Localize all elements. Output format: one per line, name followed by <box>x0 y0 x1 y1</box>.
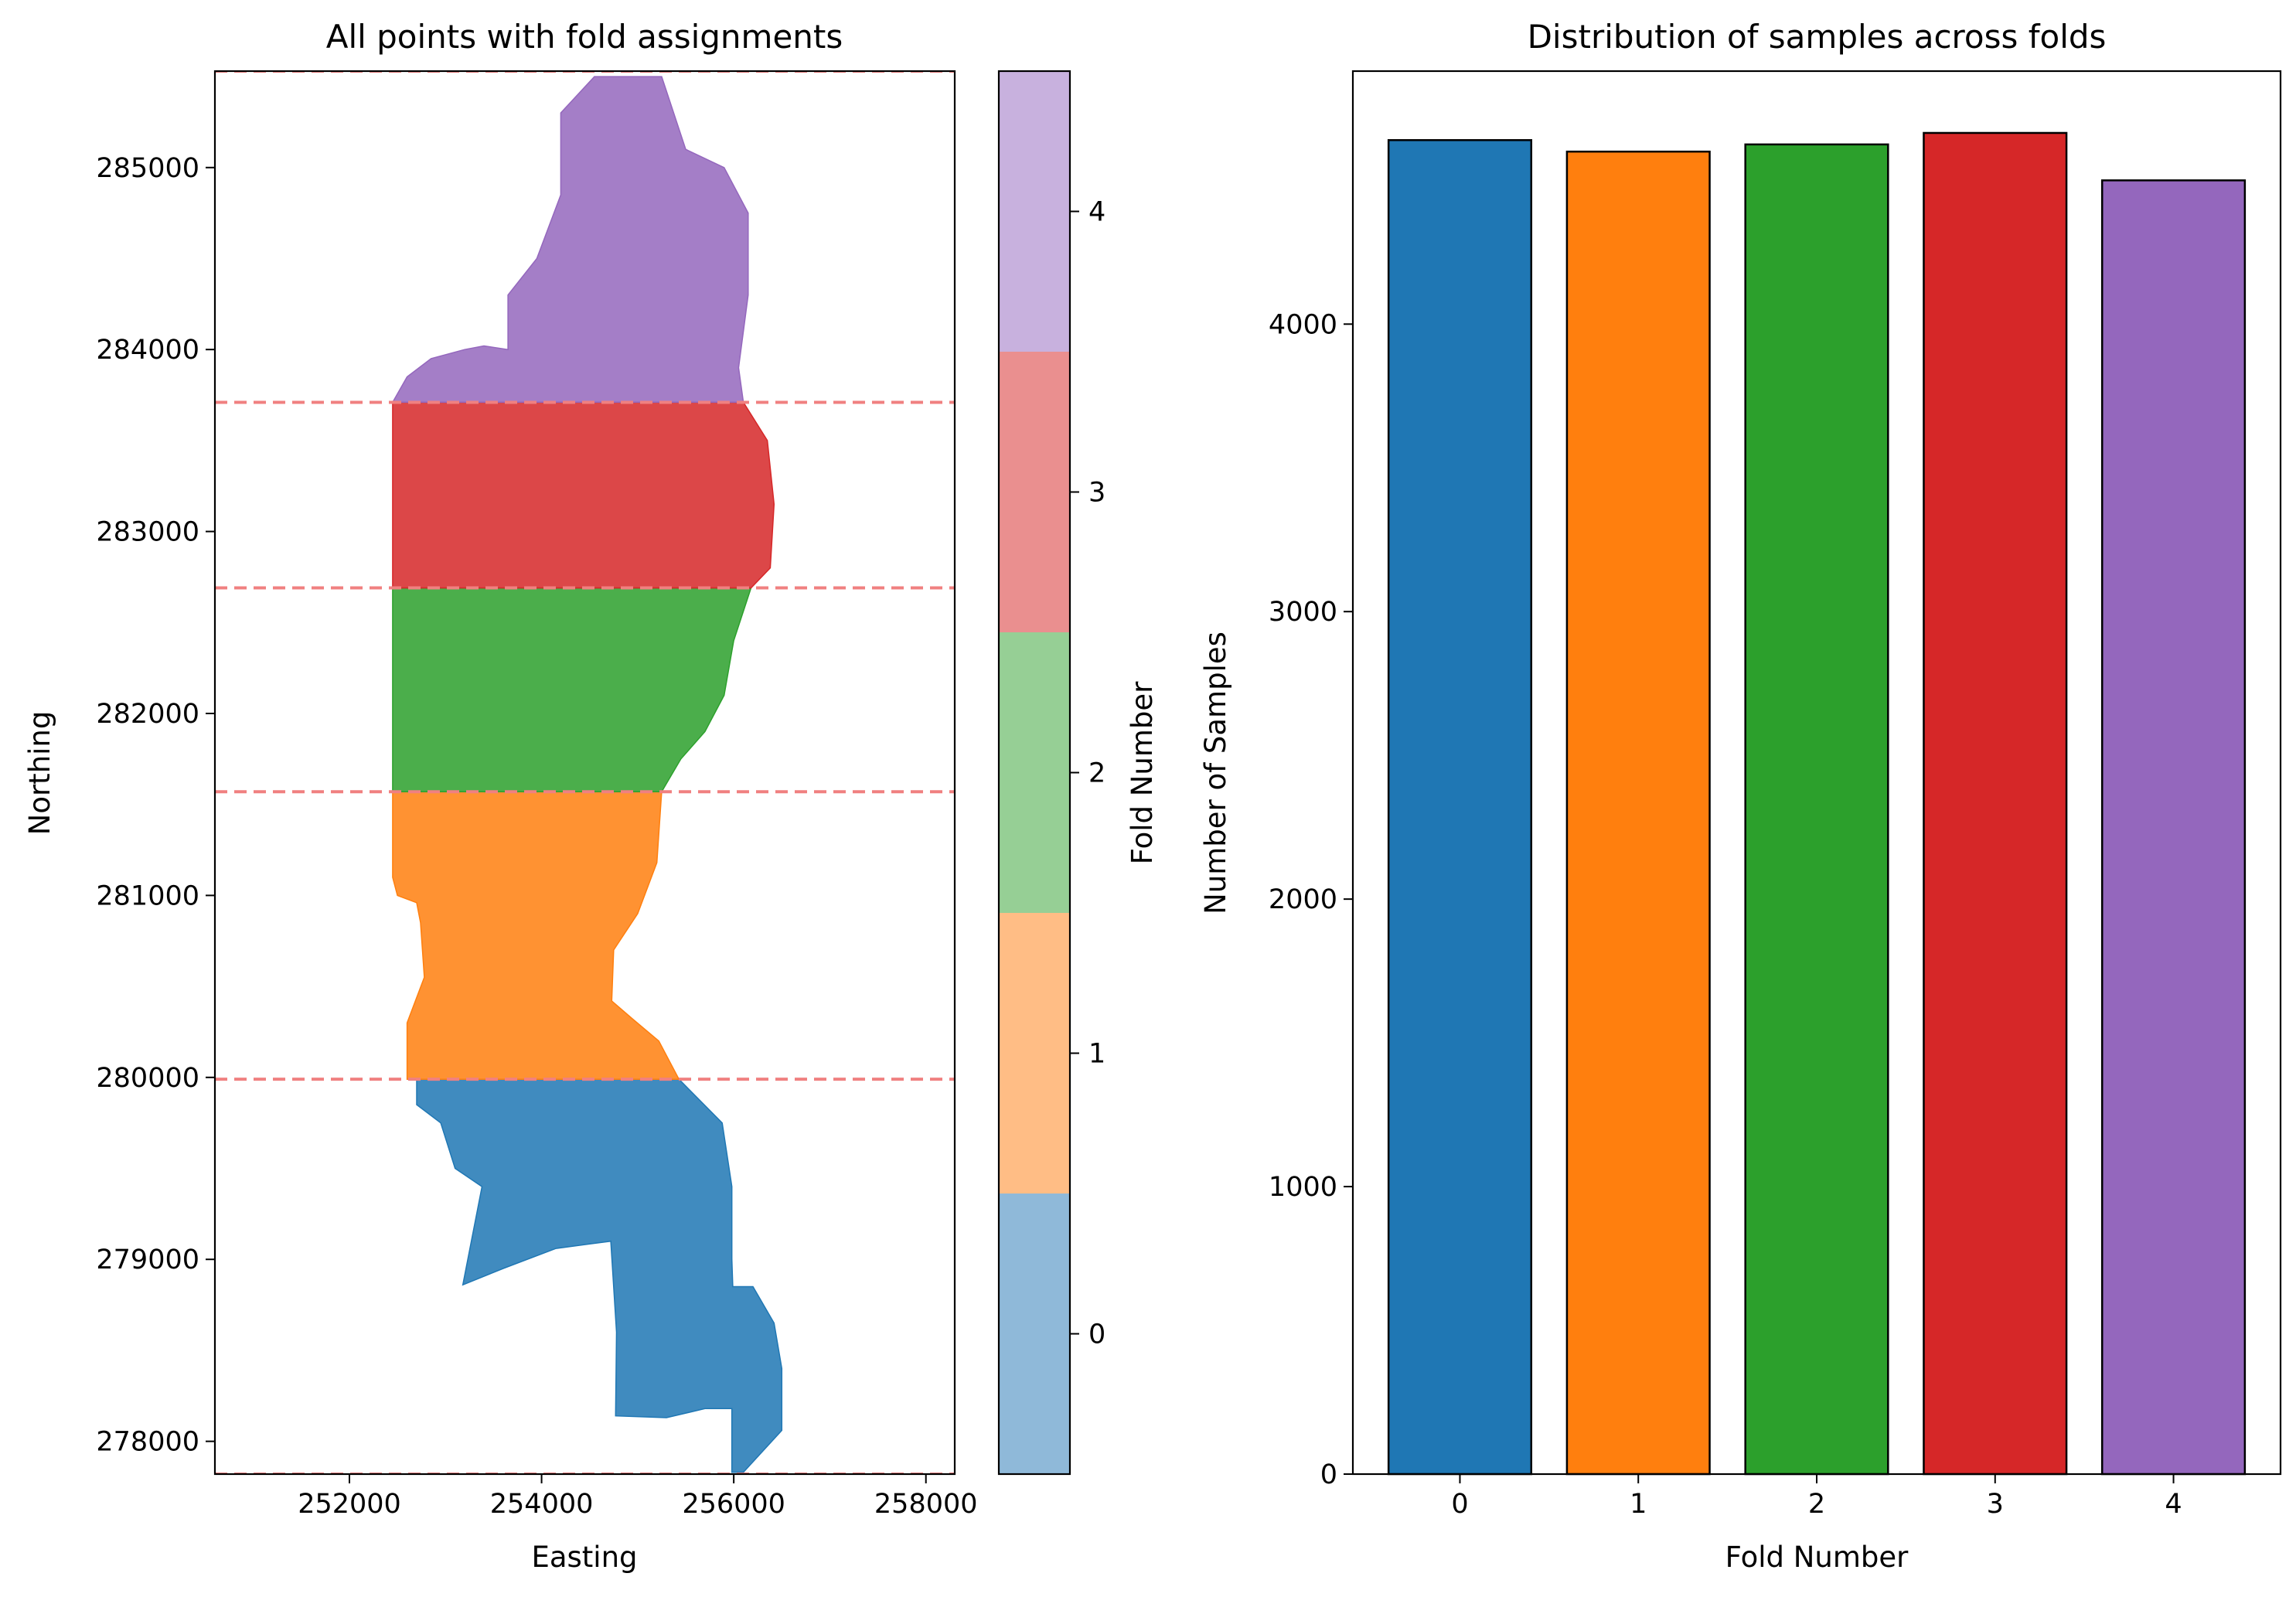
bar-fold-4 <box>2100 179 2247 1476</box>
colorbar-tick-label: 4 <box>1088 197 1105 228</box>
colorbar-ticks: 0 1 2 3 4 <box>1070 197 1105 1350</box>
fold-map-panel: 252000 254000 256000 258000 278000 279000 280… <box>23 18 978 1574</box>
map-x-tick-label: 254000 <box>490 1489 594 1520</box>
colorbar-tick-label: 1 <box>1088 1039 1105 1070</box>
fold-boundary-lines <box>215 71 955 1474</box>
map-y-tick-label: 278000 <box>96 1427 199 1458</box>
map-y-tick-label: 281000 <box>96 880 199 911</box>
map-y-tick-label: 284000 <box>96 335 199 366</box>
bar-x-axis-label: Fold Number <box>1725 1541 1909 1574</box>
map-y-tick-label: 283000 <box>96 517 199 548</box>
colorbar-segment-3 <box>999 352 1070 632</box>
map-y-tick-label: 285000 <box>96 153 199 184</box>
bar-x-tick-label: 0 <box>1451 1489 1468 1520</box>
map-x-tick-label: 258000 <box>874 1489 978 1520</box>
bar-x-ticks: 0 1 2 3 4 <box>1451 1474 2182 1520</box>
fold-0-region <box>416 1078 783 1473</box>
bar-x-tick-label: 4 <box>2165 1489 2182 1520</box>
colorbar-label: Fold Number <box>1126 681 1159 865</box>
map-x-tick-label: 256000 <box>682 1489 785 1520</box>
bar-x-tick-label: 1 <box>1630 1489 1647 1520</box>
bar-y-tick-label: 3000 <box>1269 597 1337 628</box>
bar-y-ticks: 0 1000 2000 3000 4000 <box>1269 309 1353 1490</box>
bar-y-tick-label: 1000 <box>1269 1172 1337 1203</box>
map-y-ticks: 278000 279000 280000 281000 282000 283000 2840… <box>96 153 215 1458</box>
colorbar-tick-label: 2 <box>1088 758 1105 789</box>
fold-3-region <box>392 401 775 589</box>
bar-y-tick-label: 2000 <box>1269 884 1337 915</box>
bar-x-tick-label: 3 <box>1987 1489 2004 1520</box>
map-title: All points with fold assignments <box>326 18 843 56</box>
colorbar: 0 1 2 3 4 Fold Number <box>997 70 1159 1476</box>
bar-y-tick-label: 0 <box>1320 1459 1337 1490</box>
colorbar-segments <box>999 71 1070 1474</box>
colorbar-segment-0 <box>999 1193 1070 1474</box>
map-x-axis-label: Easting <box>531 1541 637 1574</box>
bar-fold-2 <box>1744 143 1889 1476</box>
map-y-tick-label: 279000 <box>96 1245 199 1275</box>
bar-fold-1 <box>1565 150 1711 1476</box>
bars <box>1387 131 2247 1476</box>
map-y-axis-label: Northing <box>23 711 56 836</box>
fold-4-region <box>391 76 749 404</box>
bar-y-axis-label: Number of Samples <box>1199 632 1232 914</box>
bar-title: Distribution of samples across folds <box>1528 18 2107 56</box>
colorbar-segment-4 <box>999 71 1070 352</box>
bar-chart-panel: 0 1 2 3 4 0 1000 2000 3000 4000 Distribution of … <box>1199 18 2282 1574</box>
bar-x-tick-label: 2 <box>1808 1489 1825 1520</box>
colorbar-segment-2 <box>999 632 1070 913</box>
map-x-tick-label: 252000 <box>298 1489 401 1520</box>
bar-fold-3 <box>1923 131 2068 1476</box>
colorbar-tick-label: 3 <box>1088 478 1105 509</box>
map-axes-frame <box>213 70 956 1476</box>
bar-y-tick-label: 4000 <box>1269 309 1337 340</box>
map-y-tick-label: 280000 <box>96 1063 199 1094</box>
map-x-ticks: 252000 254000 256000 258000 <box>298 1474 978 1520</box>
map-y-tick-label: 282000 <box>96 699 199 730</box>
colorbar-tick-label: 0 <box>1088 1319 1105 1350</box>
fold-regions <box>391 76 783 1473</box>
fold-2-region <box>392 587 752 792</box>
bar-fold-0 <box>1387 139 1533 1476</box>
colorbar-segment-1 <box>999 913 1070 1193</box>
